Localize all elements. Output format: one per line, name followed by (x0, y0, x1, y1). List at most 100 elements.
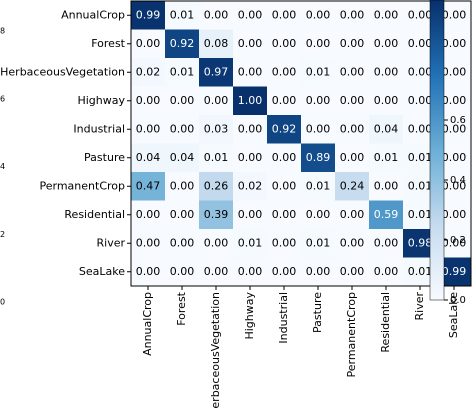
heatmap-cell (301, 58, 336, 87)
cell-value-label: 0.00 (170, 122, 195, 135)
column-label: Residential (379, 292, 392, 353)
cell-value-label: 0.00 (408, 37, 433, 50)
cell-value-label: 0.00 (306, 94, 331, 107)
cell-value-label: 0.00 (442, 94, 467, 107)
row-label: River (97, 236, 126, 249)
cell-value-label: 0.01 (170, 65, 195, 78)
cell-value-label: 0.00 (238, 65, 263, 78)
heatmap-cell (267, 257, 302, 287)
cell-value-label: 0.01 (374, 151, 399, 164)
cell-value-label: 0.01 (408, 265, 433, 278)
cell-value-label: 0.00 (136, 265, 161, 278)
cell-value-label: 0.00 (170, 208, 195, 221)
heatmap-cell (369, 172, 404, 201)
heatmap-cell (335, 29, 370, 59)
cell-value-label: 0.00 (204, 94, 229, 107)
heatmap-cell (301, 115, 336, 144)
heatmap-cell (301, 229, 336, 258)
cell-value-label: 0.00 (204, 265, 229, 278)
heatmap-cell (369, 58, 404, 87)
heatmap-cell (335, 1, 370, 30)
cell-value-label: 0.00 (340, 265, 365, 278)
cell-value-label: 0.00 (238, 122, 263, 135)
heatmap-cell (131, 115, 166, 144)
heatmap-cell (301, 172, 336, 201)
cell-value-label: 0.00 (170, 265, 195, 278)
column-label: River (413, 292, 426, 321)
left-edge-tick-label: 4 (0, 162, 5, 171)
heatmap-cell (267, 172, 302, 201)
heatmap-cell (233, 143, 268, 173)
heatmap-cell (335, 86, 370, 116)
column-label: HerbaceousVegetation (209, 292, 222, 409)
heatmap-cell (301, 1, 336, 30)
cell-value-label: 0.47 (136, 179, 161, 192)
cell-value-label: 0.01 (170, 8, 195, 21)
heatmap-cell (199, 29, 234, 59)
row-label: Pasture (84, 151, 125, 164)
heatmap-cell (267, 29, 302, 59)
plot-frame (130, 0, 472, 287)
column-label: Forest (175, 291, 188, 325)
cell-value-label: 0.00 (442, 122, 467, 135)
heatmap-cell (369, 29, 404, 59)
cell-value-label: 0.00 (136, 236, 161, 249)
cell-value-label: 0.00 (136, 37, 161, 50)
cell-value-label: 0.00 (340, 65, 365, 78)
row-label: Highway (77, 94, 125, 107)
cell-value-label: 0.00 (272, 8, 297, 21)
heatmap-cell (233, 115, 268, 144)
cell-value-label: 0.00 (272, 37, 297, 50)
cell-value-label: 0.02 (238, 179, 263, 192)
heatmap-cell (335, 172, 370, 201)
cell-value-label: 0.00 (272, 208, 297, 221)
column-label: SeaLake (447, 292, 460, 338)
row-label: AnnualCrop (61, 8, 125, 21)
cell-value-label: 0.00 (170, 236, 195, 249)
heatmap-cell (369, 257, 404, 287)
cell-value-label: 0.00 (340, 94, 365, 107)
cell-value-label: 0.00 (340, 122, 365, 135)
heatmap-cell (131, 86, 166, 116)
heatmap-cell (199, 1, 234, 30)
cell-value-label: 0.00 (442, 65, 467, 78)
heatmap-cell (233, 29, 268, 59)
cell-value-label: 0.98 (408, 236, 433, 249)
heatmap-cell (199, 172, 234, 201)
heatmap-cell (165, 86, 200, 116)
column-label: PermanentCrop (345, 292, 358, 378)
heatmap-cell (165, 1, 200, 30)
cell-value-label: 0.01 (306, 179, 331, 192)
cell-value-label: 0.01 (204, 151, 229, 164)
row-label: Residential (64, 208, 125, 221)
cell-value-label: 0.39 (204, 208, 229, 221)
heatmap-cell (165, 172, 200, 201)
heatmap-cell (131, 257, 166, 287)
cell-value-label: 0.00 (340, 37, 365, 50)
row-label: HerbaceousVegetation (0, 65, 125, 78)
heatmap-cells: 0.99 0.01 0.00 0.00 0.00 0.00 0.00 0.00 0.00 0.00… (131, 1, 472, 287)
heatmap-cell (199, 143, 234, 173)
cell-value-label: 0.01 (408, 179, 433, 192)
left-edge-tick-label: 6 (0, 94, 5, 103)
cell-value-label: 0.02 (136, 65, 161, 78)
left-edge-ticks: 8 6 4 2 0 (0, 27, 5, 307)
heatmap-cell (199, 86, 234, 116)
left-edge-tick-label: 8 (0, 27, 5, 36)
heatmap-cell (233, 86, 268, 116)
heatmap-cell (267, 200, 302, 230)
heatmap-cell (199, 58, 234, 87)
cell-value-label: 0.00 (136, 94, 161, 107)
heatmap-cell (233, 58, 268, 87)
column-label: Highway (243, 292, 256, 340)
cell-value-label: 0.24 (340, 179, 365, 192)
row-labels: AnnualCrop Forest HerbaceousVegetation High… (0, 8, 131, 278)
row-label: Forest (91, 37, 125, 50)
heatmap-cell (335, 257, 370, 287)
heatmap-cell (165, 115, 200, 144)
heatmap-cell (369, 115, 404, 144)
cell-value-label: 0.00 (238, 208, 263, 221)
heatmap-cell (165, 29, 200, 59)
heatmap-cell (267, 86, 302, 116)
